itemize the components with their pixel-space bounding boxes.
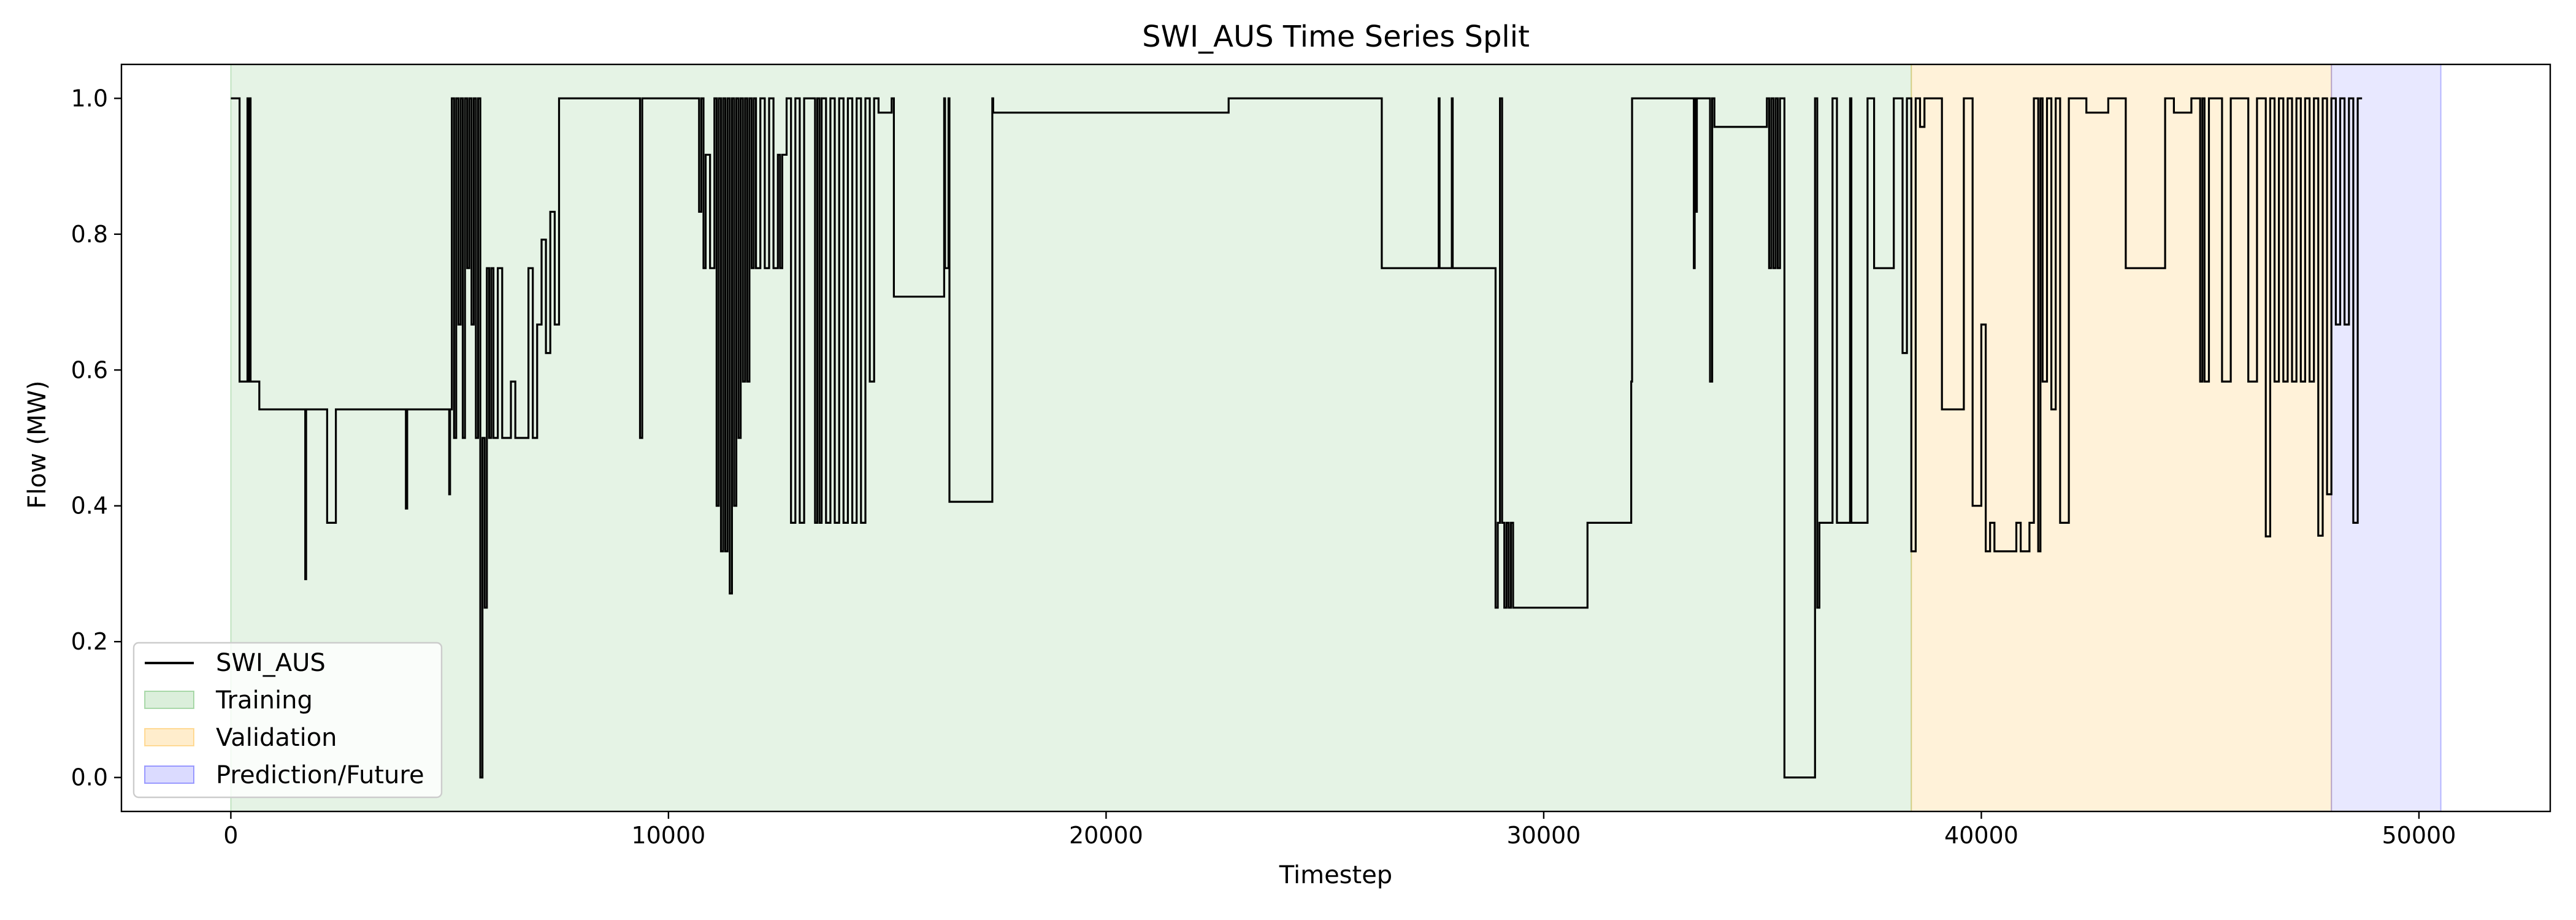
chart-title: SWI_AUS Time Series Split [1142, 20, 1530, 54]
x-axis: 0 10000 20000 30000 40000 50000 [223, 811, 2456, 849]
legend-swatch-validation [144, 728, 194, 746]
y-tick-label: 0.6 [71, 356, 108, 383]
x-tick-label: 50000 [2382, 822, 2456, 849]
region-prediction-future [2331, 64, 2442, 812]
x-tick-label: 40000 [1944, 822, 2018, 849]
series-line-swi-aus [231, 97, 2363, 779]
y-axis-label: Flow (MW) [23, 380, 52, 508]
x-tick-label: 10000 [631, 822, 705, 849]
series-layer [231, 97, 2363, 779]
x-axis-label: Timestep [1279, 861, 1392, 889]
y-axis: 0.0 0.2 0.4 0.6 0.8 1.0 [71, 85, 121, 791]
x-tick-label: 0 [223, 822, 238, 849]
legend-label-prediction: Prediction/Future [216, 761, 424, 789]
x-tick-label: 30000 [1506, 822, 1581, 849]
legend-swatch-training [144, 691, 194, 709]
y-tick-label: 0.4 [71, 493, 108, 519]
legend-swatch-prediction [144, 765, 194, 784]
y-tick-label: 0.0 [71, 764, 108, 791]
x-tick-label: 20000 [1069, 822, 1143, 849]
region-validation [1911, 64, 2333, 812]
legend-label-training: Training [215, 686, 313, 715]
legend: SWI_AUS Training Validation Prediction/F… [132, 642, 443, 799]
y-tick-label: 0.2 [71, 628, 108, 655]
legend-label-validation: Validation [216, 724, 337, 752]
legend-label-series: SWI_AUS [216, 649, 326, 677]
y-tick-label: 0.8 [71, 221, 108, 248]
y-tick-label: 1.0 [71, 85, 108, 112]
plot-frame [120, 63, 2551, 813]
legend-frame [132, 642, 443, 799]
regions-layer [230, 64, 2442, 812]
